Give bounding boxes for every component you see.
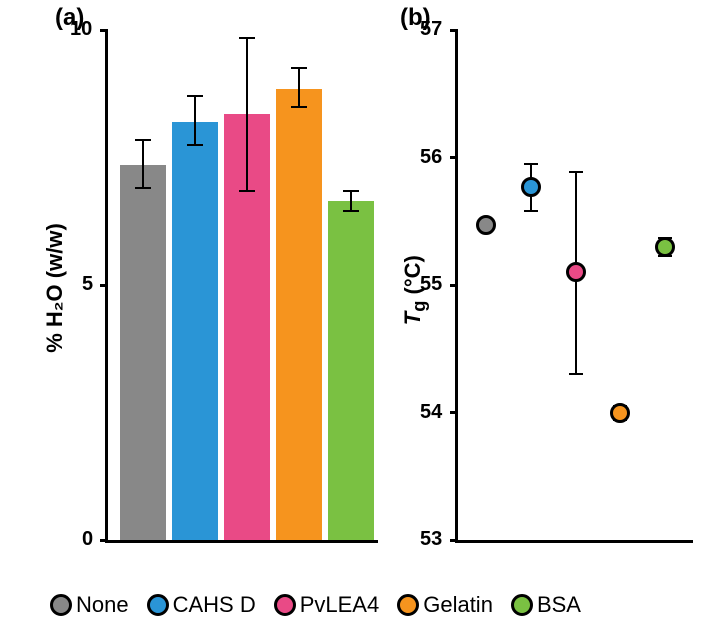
panel-b-ytick bbox=[450, 29, 458, 32]
legend-item: Gelatin bbox=[397, 592, 493, 618]
panel-a-errorcap bbox=[187, 95, 203, 97]
legend-item: PvLEA4 bbox=[274, 592, 380, 618]
panel-a-ytick bbox=[100, 29, 108, 32]
legend-label: Gelatin bbox=[423, 592, 493, 618]
panel-a-bar bbox=[172, 122, 218, 540]
panel-b-plot: 5354555657 bbox=[455, 30, 693, 543]
panel-a-errorcap bbox=[291, 106, 307, 108]
panel-a-errorcap bbox=[135, 187, 151, 189]
panel-a-errorbar bbox=[298, 68, 300, 106]
panel-b-ylabel-sub: g bbox=[408, 301, 429, 312]
panel-a-errorcap bbox=[239, 190, 255, 192]
legend: None CAHS D PvLEA4 Gelatin BSA bbox=[50, 592, 680, 618]
panel-b-errorcap bbox=[569, 171, 583, 173]
panel-a-errorbar bbox=[142, 140, 144, 188]
panel-b-ytick bbox=[450, 411, 458, 414]
panel-a-plot: 0510 bbox=[105, 30, 378, 543]
legend-label: PvLEA4 bbox=[300, 592, 380, 618]
panel-b-ylabel: Tg (°C) bbox=[400, 205, 430, 375]
legend-item: CAHS D bbox=[147, 592, 256, 618]
panel-b-errorcap bbox=[524, 163, 538, 165]
panel-a-ytick-label: 5 bbox=[82, 273, 93, 296]
legend-item: BSA bbox=[511, 592, 581, 618]
panel-b-ytick-label: 56 bbox=[420, 146, 442, 169]
panel-a-bar bbox=[276, 89, 322, 540]
legend-label: None bbox=[76, 592, 129, 618]
panel-a-errorcap bbox=[343, 210, 359, 212]
legend-item: None bbox=[50, 592, 129, 618]
legend-swatch bbox=[50, 594, 72, 616]
panel-b-ylabel-ital: T bbox=[400, 312, 425, 325]
panel-b-ytick bbox=[450, 156, 458, 159]
panel-b-ylabel-rest: (°C) bbox=[400, 255, 425, 300]
panel-a-ytick-label: 10 bbox=[70, 18, 92, 41]
panel-a-ytick-label: 0 bbox=[82, 528, 93, 551]
panel-b-errorcap bbox=[524, 210, 538, 212]
figure: (a) 0510 % H₂O (w/w) (b) 5354555657 Tg (… bbox=[0, 0, 709, 630]
panel-a-errorcap bbox=[135, 139, 151, 141]
panel-a-errorbar bbox=[246, 38, 248, 191]
panel-b-marker bbox=[521, 177, 541, 197]
panel-a-errorcap bbox=[187, 144, 203, 146]
panel-b-errorcap bbox=[569, 373, 583, 375]
legend-swatch bbox=[397, 594, 419, 616]
legend-swatch bbox=[147, 594, 169, 616]
panel-b-marker bbox=[610, 403, 630, 423]
panel-a-errorbar bbox=[194, 96, 196, 144]
legend-swatch bbox=[511, 594, 533, 616]
panel-a-ytick bbox=[100, 539, 108, 542]
panel-a-ytick bbox=[100, 284, 108, 287]
legend-swatch bbox=[274, 594, 296, 616]
legend-label: BSA bbox=[537, 592, 581, 618]
panel-b-marker bbox=[566, 262, 586, 282]
panel-a-errorcap bbox=[343, 190, 359, 192]
panel-a-bar bbox=[120, 165, 166, 540]
panel-b-ytick-label: 53 bbox=[420, 528, 442, 551]
panel-b-ytick bbox=[450, 539, 458, 542]
panel-b-ytick-label: 54 bbox=[420, 401, 442, 424]
legend-label: CAHS D bbox=[173, 592, 256, 618]
panel-a-errorcap bbox=[239, 37, 255, 39]
panel-a-bar bbox=[328, 201, 374, 540]
panel-a-errorcap bbox=[291, 67, 307, 69]
panel-a-ylabel: % H₂O (w/w) bbox=[42, 198, 68, 378]
panel-b-ytick-label: 57 bbox=[420, 18, 442, 41]
panel-a-errorbar bbox=[350, 191, 352, 211]
panel-b-marker bbox=[655, 237, 675, 257]
panel-b-ytick bbox=[450, 284, 458, 287]
panel-b-marker bbox=[476, 215, 496, 235]
